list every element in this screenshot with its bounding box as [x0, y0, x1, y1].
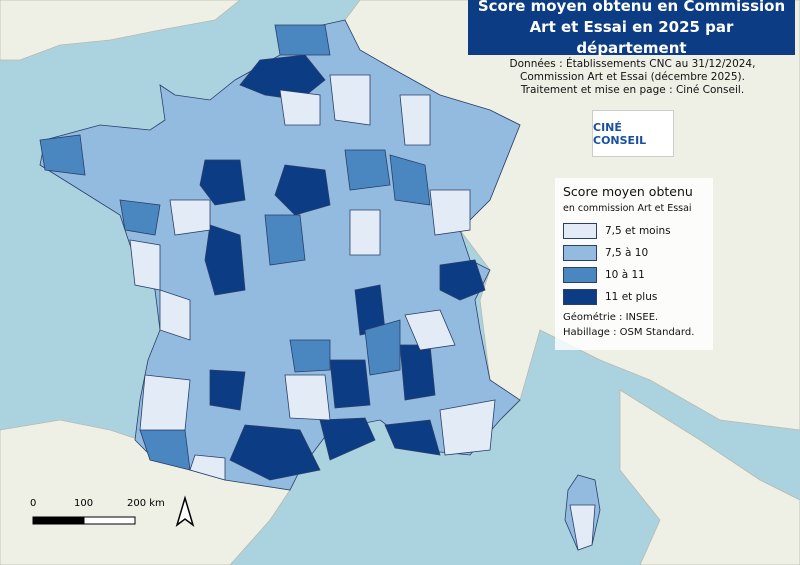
- departments: [39, 24, 596, 551]
- department: [189, 454, 226, 481]
- department: [204, 224, 246, 296]
- department: [159, 289, 191, 341]
- legend-label: 11 et plus: [605, 291, 658, 303]
- scale-label: 0: [30, 498, 37, 509]
- department: [119, 199, 161, 236]
- department: [284, 374, 331, 421]
- department: [364, 319, 401, 376]
- scale-bar: [32, 516, 136, 525]
- scale-label: 200 km: [127, 498, 165, 509]
- map-title: Score moyen obtenu en Commission Art et …: [468, 0, 795, 57]
- legend-label: 7,5 et moins: [605, 225, 671, 237]
- department: [274, 164, 331, 216]
- department: [279, 89, 321, 126]
- legend: Score moyen obtenu en commission Art et …: [555, 178, 713, 350]
- department: [274, 24, 331, 56]
- legend-label: 7,5 à 10: [605, 247, 649, 259]
- department: [399, 344, 436, 401]
- legend-swatch: [563, 245, 597, 261]
- legend-subtitle: en commission Art et Essai: [563, 203, 692, 214]
- legend-title: Score moyen obtenu: [563, 184, 693, 199]
- department: [429, 189, 471, 236]
- department: [329, 359, 371, 409]
- legend-label: 10 à 11: [605, 269, 645, 281]
- department: [39, 134, 86, 176]
- source-line: Traitement et mise en page : Ciné Consei…: [520, 84, 745, 96]
- scale-label: 100: [74, 498, 94, 509]
- department: [289, 339, 331, 373]
- department: [319, 417, 376, 461]
- legend-swatch: [563, 289, 597, 305]
- department: [129, 239, 161, 291]
- legend-swatch: [563, 267, 597, 283]
- department: [199, 159, 246, 206]
- department: [229, 424, 321, 481]
- legend-note: Habillage : OSM Standard.: [563, 327, 695, 338]
- legend-item: 7,5 et moins: [563, 220, 705, 242]
- department: [264, 214, 306, 266]
- department: [439, 399, 496, 456]
- department: [349, 209, 381, 256]
- department: [569, 504, 596, 551]
- legend-swatch: [563, 223, 597, 239]
- sources: Données : Établissements CNC au 31/12/20…: [490, 58, 775, 97]
- department: [169, 199, 211, 236]
- source-line: Commission Art et Essai (décembre 2025).: [520, 71, 745, 83]
- department: [209, 369, 246, 411]
- legend-items: 7,5 et moins 7,5 à 10 10 à 11 11 et plus: [563, 220, 705, 308]
- department: [439, 259, 486, 301]
- logo: CINÉ CONSEIL: [592, 110, 674, 157]
- department: [404, 309, 456, 351]
- legend-item: 7,5 à 10: [563, 242, 705, 264]
- department: [344, 149, 391, 191]
- legend-item: 10 à 11: [563, 264, 705, 286]
- department: [384, 419, 441, 456]
- department: [389, 154, 431, 206]
- north-arrow: [175, 495, 195, 527]
- legend-item: 11 et plus: [563, 286, 705, 308]
- department: [329, 74, 371, 126]
- department: [399, 94, 431, 146]
- legend-note: Géométrie : INSEE.: [563, 312, 659, 323]
- source-line: Données : Établissements CNC au 31/12/20…: [509, 58, 756, 70]
- department: [139, 374, 191, 431]
